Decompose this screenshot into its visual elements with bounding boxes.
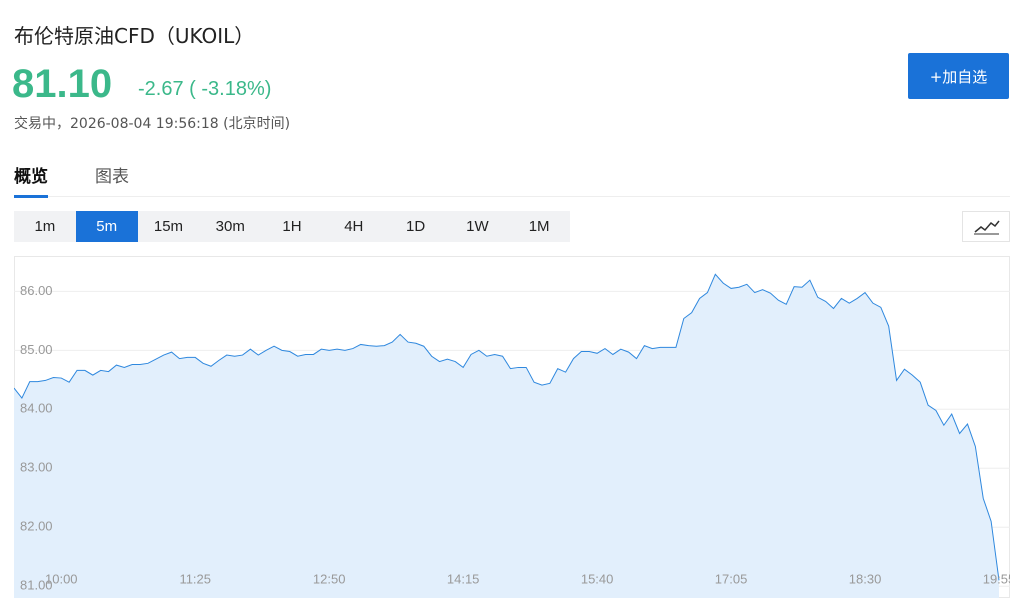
interval-button[interactable]: 1D: [405, 218, 426, 235]
interval-button[interactable]: 15m: [153, 218, 184, 235]
price-change: -2.67 ( -3.18%): [138, 78, 272, 100]
x-tick-label: 19:55: [983, 571, 1010, 586]
x-tick-label: 18:30: [849, 571, 882, 586]
price: 81.10: [12, 62, 113, 106]
interval-button[interactable]: 1m: [34, 218, 56, 235]
interval-button[interactable]: 30m: [215, 218, 245, 235]
interval-button[interactable]: 5m: [75, 211, 138, 242]
price-chart: 81.00 82.00 83.00 84.00 85.00 86.00 10:00 11:25…: [14, 256, 1010, 598]
title: 布伦特原油CFD（UKOIL）: [14, 24, 255, 48]
x-tick-label: 14:15: [447, 571, 480, 586]
y-tick-label: 85.00: [20, 342, 53, 357]
x-tick-label: 17:05: [715, 571, 748, 586]
x-tick-label: 15:40: [581, 571, 614, 586]
y-tick-label: 86.00: [20, 283, 53, 298]
tab[interactable]: 概览: [14, 162, 48, 198]
chart-type-button[interactable]: [962, 211, 1010, 242]
x-tick-label: 11:25: [179, 571, 211, 586]
interval-button[interactable]: 1H: [282, 218, 302, 235]
tab[interactable]: 图表: [95, 167, 129, 187]
tab-bar: 概览 图表: [14, 160, 1010, 198]
interval-button[interactable]: 1W: [466, 218, 489, 235]
x-tick-label: 10:00: [45, 571, 78, 586]
y-tick-label: 83.00: [20, 460, 53, 475]
price-area: [14, 274, 999, 598]
chart-icon: [974, 220, 1000, 235]
price-line: [14, 273, 1000, 581]
add-watchlist-button[interactable]: +加自选: [908, 53, 1009, 99]
x-tick-label: 12:50: [313, 571, 346, 586]
interval-bar: 1m 5m 15m 30m 1H 4H 1D 1W 1M: [14, 211, 570, 242]
y-tick-label: 84.00: [20, 401, 53, 416]
y-tick-label: 82.00: [20, 519, 53, 534]
interval-button[interactable]: 4H: [344, 218, 364, 235]
interval-button[interactable]: 1M: [528, 218, 550, 235]
trading-status: 交易中，2026-08-04 19:56:18 (北京时间): [14, 116, 291, 132]
y-tick-label: 81.00: [20, 578, 53, 593]
